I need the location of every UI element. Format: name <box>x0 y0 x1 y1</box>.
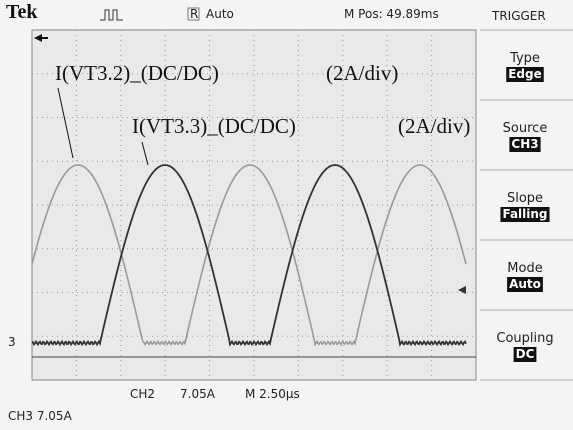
menu-title: TRIGGER <box>491 9 546 23</box>
scope-screen: Tek R Auto M Pos: 49.89ms TRIGGER 3 I(VT… <box>0 0 573 430</box>
annotation: I(VT3.3)_(DC/DC) <box>132 114 296 138</box>
trigger-state: Auto <box>206 7 234 21</box>
annotation-scale: (2A/div) <box>398 114 470 138</box>
menu-value: Falling <box>502 207 547 221</box>
menu-label: Coupling <box>496 331 553 346</box>
menu-label: Mode <box>507 261 542 276</box>
timebase: M 2.50µs <box>245 387 300 401</box>
annotation: I(VT3.2)_(DC/DC) <box>55 61 219 85</box>
menu-label: Source <box>503 121 548 136</box>
annotation-scale: (2A/div) <box>326 61 398 85</box>
menu-label: Slope <box>507 191 543 206</box>
ground-marker: 3 <box>8 335 16 349</box>
menu-value: DC <box>516 347 535 361</box>
position: M Pos: 49.89ms <box>344 7 439 21</box>
ch2-label: CH2 <box>130 387 155 401</box>
menu-value: Edge <box>508 67 542 81</box>
ref-icon: R <box>190 7 198 21</box>
menu-value: Auto <box>509 277 541 291</box>
menu-value: CH3 <box>511 137 538 151</box>
brand: Tek <box>6 1 38 23</box>
menu-label: Type <box>509 51 540 66</box>
ch2-scale: 7.05A <box>180 387 216 401</box>
ch3-scale: CH3 7.05A <box>8 409 73 423</box>
